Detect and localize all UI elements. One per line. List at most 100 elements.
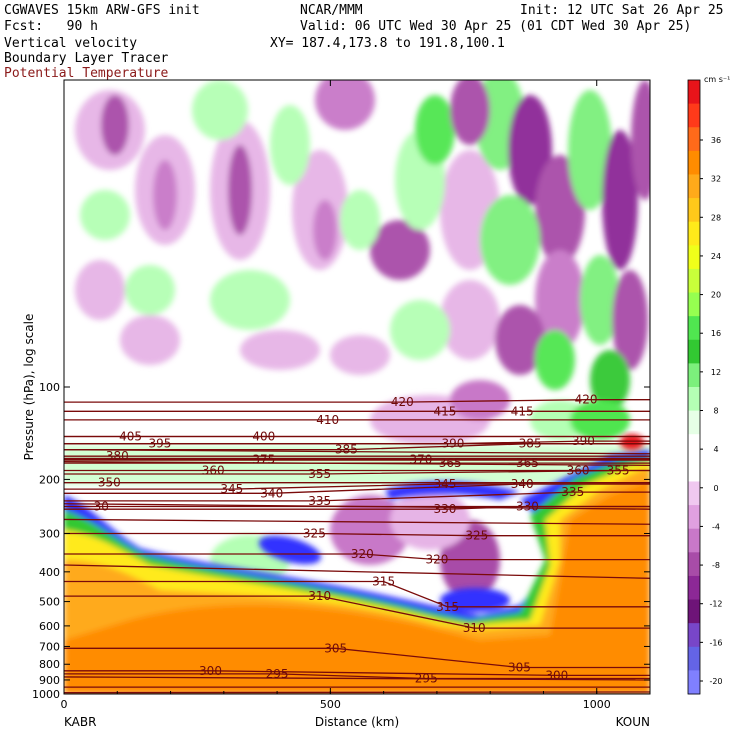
x-tick-label: 1000 [583, 698, 611, 711]
colorbar-tick-label: 8 [713, 407, 718, 416]
isentrope-label: 310 [308, 589, 331, 603]
isentrope-unlabeled [64, 676, 650, 681]
isentrope-335 [64, 491, 650, 502]
left-endpoint-label: KABR [64, 715, 96, 729]
isentrope-label: 415 [511, 404, 534, 418]
colorbar-swatch [688, 245, 700, 270]
colorbar-swatch [688, 174, 700, 199]
isentrope-label: 400 [252, 430, 275, 444]
colorbar-swatch [688, 198, 700, 223]
model-title: CGWAVES 15km ARW-GFS init [4, 3, 200, 18]
isentrope-label: 295 [415, 671, 438, 685]
colorbar-swatch [688, 292, 700, 317]
colorbar-swatch [688, 575, 700, 601]
y-axis-label: Pressure (hPa), log scale [22, 314, 36, 461]
colorbar-tick-label: 36 [711, 136, 721, 145]
colorbar-swatch [688, 80, 700, 105]
isentrope-295 [64, 673, 650, 680]
isentrope-label: 315 [372, 574, 395, 588]
isentrope-label: 345 [433, 477, 456, 491]
y-tick-label: 1000 [32, 688, 60, 701]
colorbar-swatch [688, 646, 700, 671]
colorbar: 36 32 28 24 20 16 12 8 4 0 -4 -8 -12 -16 -20 [687, 79, 723, 695]
isentrope-label: 300 [545, 668, 568, 682]
isentrope-unlabeled [64, 460, 650, 467]
isentrope-label: 420 [575, 393, 598, 407]
isentrope-label: 390 [572, 434, 595, 448]
colorbar-swatch [688, 387, 700, 412]
colorbar-swatch [688, 481, 700, 506]
isentrope-label: 345 [220, 482, 243, 496]
colorbar-tick-label: -20 [709, 677, 722, 686]
isentrope-label: 305 [324, 641, 347, 655]
valid-time: Valid: 06 UTC Wed 30 Apr 25 (01 CDT Wed … [300, 19, 692, 34]
colorbar-tick-label: 28 [711, 213, 721, 222]
colorbar-swatch [688, 434, 700, 459]
isentrope-label: 340 [511, 477, 534, 491]
isentrope-unlabeled [64, 564, 650, 579]
isentrope-label: 310 [463, 621, 486, 635]
isentrope-label: 395 [148, 437, 171, 451]
isentrope-label: 325 [303, 526, 326, 540]
colorbar-swatch [688, 221, 700, 246]
forecast-hour: Fcst: 90 h [4, 19, 98, 34]
isentrope-label: 355 [607, 463, 630, 477]
colorbar-tick-label: 20 [711, 291, 721, 300]
isentrope-345 [64, 483, 650, 490]
colorbar-tick-label: 4 [713, 445, 718, 454]
y-tick-label: 700 [39, 640, 60, 653]
y-tick-label: 900 [39, 674, 60, 687]
isentrope-label: 30 [94, 499, 109, 513]
isentrope-label: 350 [98, 476, 121, 490]
isentrope-300 [64, 670, 650, 677]
isentrope-label: 360 [567, 463, 590, 477]
isentrope-label: 340 [260, 486, 283, 500]
isentrope-label: 370 [409, 452, 432, 466]
isentrope-label: 375 [252, 452, 275, 466]
isentrope-labels: 405 400 410 420 415 415 420 395 385 390 385 390 380 3… [94, 393, 630, 686]
isentrope-label: 295 [266, 667, 289, 681]
colorbar-swatch [688, 552, 700, 577]
colorbar-swatch [688, 410, 700, 435]
isentrope-label: 365 [516, 456, 539, 470]
isentrope-label: 355 [308, 467, 331, 481]
colorbar-tick-label: 24 [711, 252, 721, 261]
colorbar-swatch [688, 150, 700, 175]
colorbar-unit: cm s⁻¹ [704, 75, 730, 84]
x-axis-ticks: 0 500 1000 [61, 80, 611, 711]
isentrope-325 [64, 532, 650, 537]
isentrope-unlabeled [64, 449, 650, 455]
isentrope-unlabeled [64, 503, 650, 510]
field-label-boundary-layer-tracer: Boundary Layer Tracer [4, 51, 169, 66]
colorbar-swatch [688, 363, 700, 388]
isentrope-label: 410 [316, 413, 339, 427]
isentrope-unlabeled [64, 691, 650, 694]
field-label-potential-temperature: Potential Temperature [4, 66, 169, 81]
field-label-vertical-velocity: Vertical velocity [4, 36, 138, 51]
colorbar-tick-label: 0 [713, 484, 718, 493]
colorbar-swatch [688, 457, 700, 482]
isentrope-label: 405 [119, 430, 142, 444]
colorbar-tick-label: -8 [712, 561, 720, 570]
colorbar-swatch [688, 670, 700, 695]
isentrope-label: 305 [508, 661, 531, 675]
isentrope-label: 385 [519, 437, 542, 451]
isentrope-315 [64, 580, 650, 608]
colorbar-swatch [688, 528, 700, 553]
isentrope-label: 320 [351, 547, 374, 561]
isentrope-label: 320 [425, 553, 448, 567]
cross-section-endpoints: XY= 187.4,173.8 to 191.8,100.1 [270, 36, 505, 51]
y-tick-label: 300 [39, 527, 60, 540]
isentrope-label: 335 [561, 485, 584, 499]
y-tick-label: 100 [39, 381, 60, 394]
isentrope-label: 330 [516, 499, 539, 513]
isentrope-label: 420 [391, 395, 414, 409]
isentrope-310 [64, 595, 650, 629]
y-tick-label: 400 [39, 566, 60, 579]
isentrope-label: 415 [433, 404, 456, 418]
colorbar-swatch [688, 599, 700, 624]
plot-field [64, 80, 650, 694]
y-tick-label: 200 [39, 473, 60, 486]
